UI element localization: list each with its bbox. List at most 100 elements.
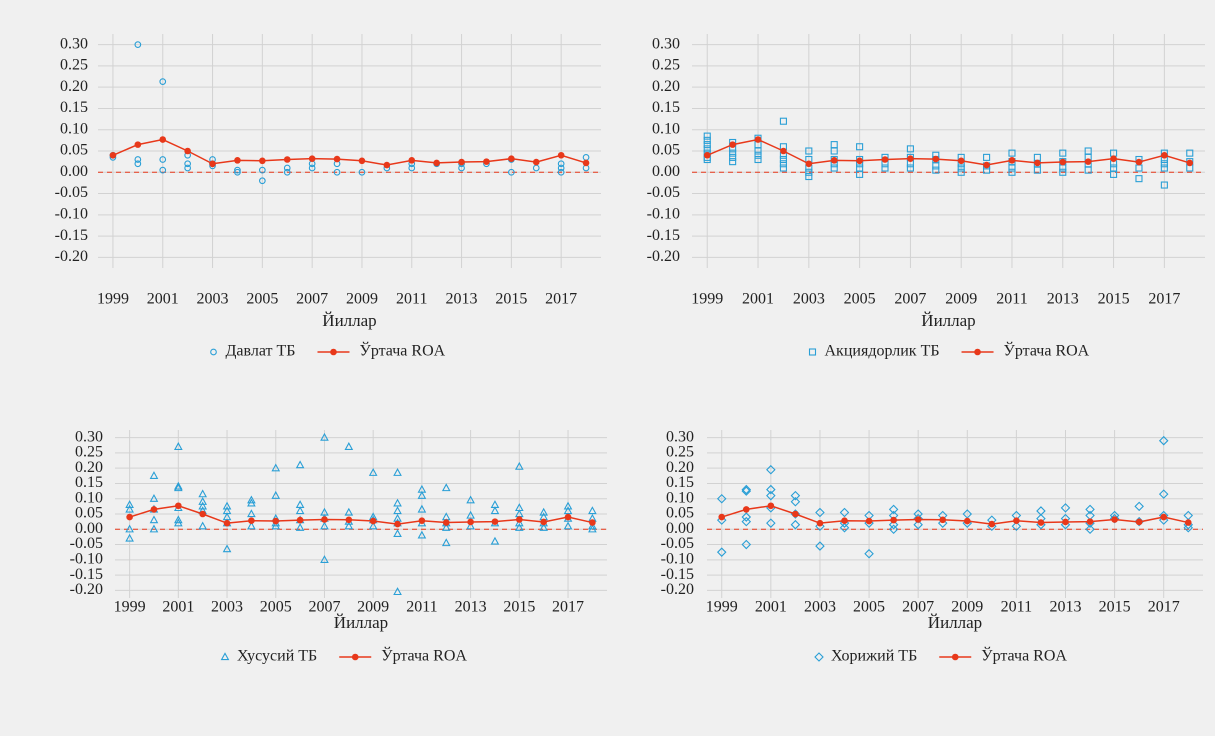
mean-line — [112, 138, 587, 166]
point — [1134, 501, 1144, 512]
y-tick-label: 0.25 — [60, 57, 88, 74]
y-tick-label: -0.15 — [647, 227, 680, 244]
legend-dot — [951, 653, 959, 661]
y-tick-label: -0.05 — [661, 535, 694, 552]
y-tick-label: 0.15 — [652, 99, 680, 116]
point — [888, 524, 899, 535]
point — [247, 521, 256, 530]
point — [258, 177, 266, 185]
point — [149, 471, 159, 479]
point — [808, 348, 817, 356]
point — [703, 141, 711, 149]
point — [222, 544, 232, 553]
mean-point — [508, 155, 515, 162]
mean-point — [816, 519, 824, 527]
x-axis-title: Йиллар — [928, 613, 982, 632]
point — [320, 432, 329, 441]
mean-point — [767, 502, 775, 510]
point — [779, 155, 787, 164]
mean-point — [805, 160, 813, 168]
point — [805, 147, 813, 155]
point — [932, 162, 940, 170]
point — [582, 154, 590, 161]
y-tick-label: -0.05 — [55, 184, 88, 201]
y-tick-label: 0.05 — [75, 505, 103, 522]
x-tick-label: 2011 — [1001, 599, 1032, 616]
mean-point — [1161, 151, 1168, 159]
mean-point — [199, 510, 206, 518]
point — [1033, 153, 1041, 161]
legend-label: Акциядорлик ТБ — [825, 343, 940, 360]
point — [805, 172, 813, 181]
mean-point — [1059, 158, 1067, 166]
point — [441, 483, 451, 492]
x-tick-label: 2003 — [211, 599, 243, 616]
point — [1183, 510, 1194, 521]
point — [790, 519, 801, 530]
point — [247, 495, 256, 504]
point — [514, 518, 524, 527]
y-tick-label: 0.10 — [652, 120, 680, 137]
mean-point — [321, 516, 328, 523]
point — [703, 132, 711, 140]
point — [1186, 149, 1194, 157]
mean-point — [516, 516, 523, 523]
point — [514, 523, 524, 531]
point — [490, 506, 500, 515]
point — [368, 521, 378, 530]
point — [247, 509, 256, 518]
point — [1011, 521, 1022, 531]
y-tick-label: 0.10 — [666, 489, 694, 506]
x-tick-label: 2001 — [147, 291, 179, 308]
mean-point — [408, 157, 416, 164]
point — [888, 504, 899, 515]
point — [173, 481, 183, 490]
x-tick-label: 2009 — [951, 599, 983, 616]
mean-point — [742, 506, 750, 513]
mean-point — [1062, 518, 1069, 526]
point — [1085, 524, 1095, 535]
mean-point — [1037, 519, 1045, 526]
point — [957, 164, 965, 172]
y-tick-label: 0.05 — [666, 505, 694, 522]
mean-point — [209, 160, 216, 168]
mean-point — [983, 161, 990, 169]
x-tick-label: 2009 — [357, 599, 389, 616]
mean-point — [483, 158, 490, 165]
point — [320, 555, 329, 563]
y-tick-label: 0.00 — [60, 163, 88, 180]
point — [888, 519, 899, 530]
mean-point — [458, 158, 465, 166]
x-tick-label: 1999 — [97, 291, 129, 308]
x-tick-label: 2001 — [162, 599, 194, 616]
mean-point — [234, 157, 241, 164]
x-tick-label: 2015 — [495, 291, 527, 308]
mean-point — [1086, 518, 1094, 525]
point — [937, 518, 948, 528]
point — [466, 510, 475, 519]
y-tick-label: 0.05 — [60, 142, 88, 159]
point — [766, 464, 776, 475]
x-tick-label: 2015 — [503, 599, 535, 616]
point — [271, 463, 281, 472]
y-tick-label: 0.30 — [666, 428, 694, 445]
y-tick-label: -0.20 — [647, 248, 680, 265]
x-axis-title: Йиллар — [322, 311, 376, 330]
y-tick-label: 0.15 — [666, 474, 694, 491]
point — [1060, 503, 1071, 513]
point — [779, 164, 787, 172]
point — [184, 160, 191, 168]
point — [563, 506, 573, 515]
point — [159, 166, 167, 174]
mean-point — [150, 506, 158, 513]
mean-point — [134, 141, 142, 148]
mean-point — [1135, 158, 1143, 166]
point — [790, 497, 801, 507]
mean-point — [1008, 157, 1016, 164]
point — [198, 501, 208, 510]
point — [295, 460, 305, 469]
point — [393, 498, 402, 507]
y-tick-label: -0.05 — [647, 184, 680, 201]
point — [1008, 164, 1016, 172]
mean-point — [442, 519, 450, 526]
